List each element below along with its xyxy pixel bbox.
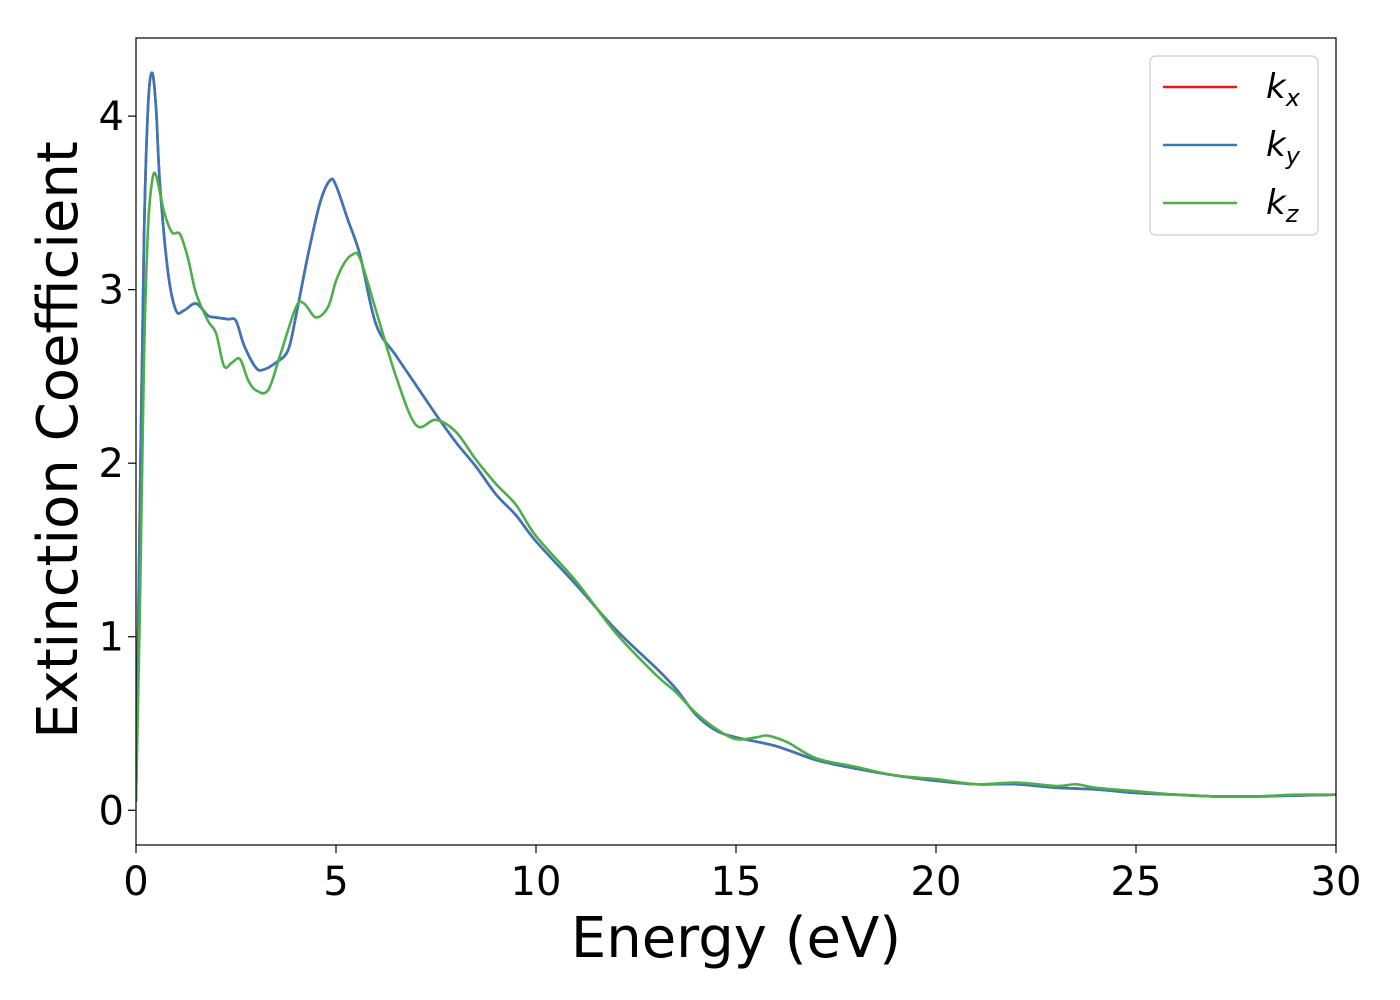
x-tick-label: 25 [1111,859,1162,905]
x-axis-label: Energy (eV) [571,906,901,971]
y-tick-label: 4 [99,94,124,140]
legend-label-kx: kx [1266,67,1301,112]
series-line-kz [136,171,1336,802]
legend: kx ky kz [1149,55,1319,236]
y-tick-label: 2 [99,441,124,487]
x-tick-label: 0 [123,859,148,905]
y-tick-label: 0 [99,788,124,834]
x-tick-label: 15 [711,859,762,905]
y-axis: 0 1 2 3 4 [99,94,136,834]
x-tick-label: 20 [911,859,962,905]
x-axis: 0 5 10 15 20 25 30 [123,845,1361,905]
y-tick-label: 1 [99,615,124,661]
y-tick-label: 3 [99,268,124,314]
x-tick-label: 5 [323,859,348,905]
legend-label-ky: ky [1266,125,1301,170]
legend-label-kz: kz [1266,183,1300,228]
x-tick-label: 10 [511,859,562,905]
plot-lines [136,71,1336,802]
series-line-ky [136,71,1336,802]
y-axis-label: Extinction Coefficient [26,141,91,739]
x-tick-label: 30 [1311,859,1362,905]
